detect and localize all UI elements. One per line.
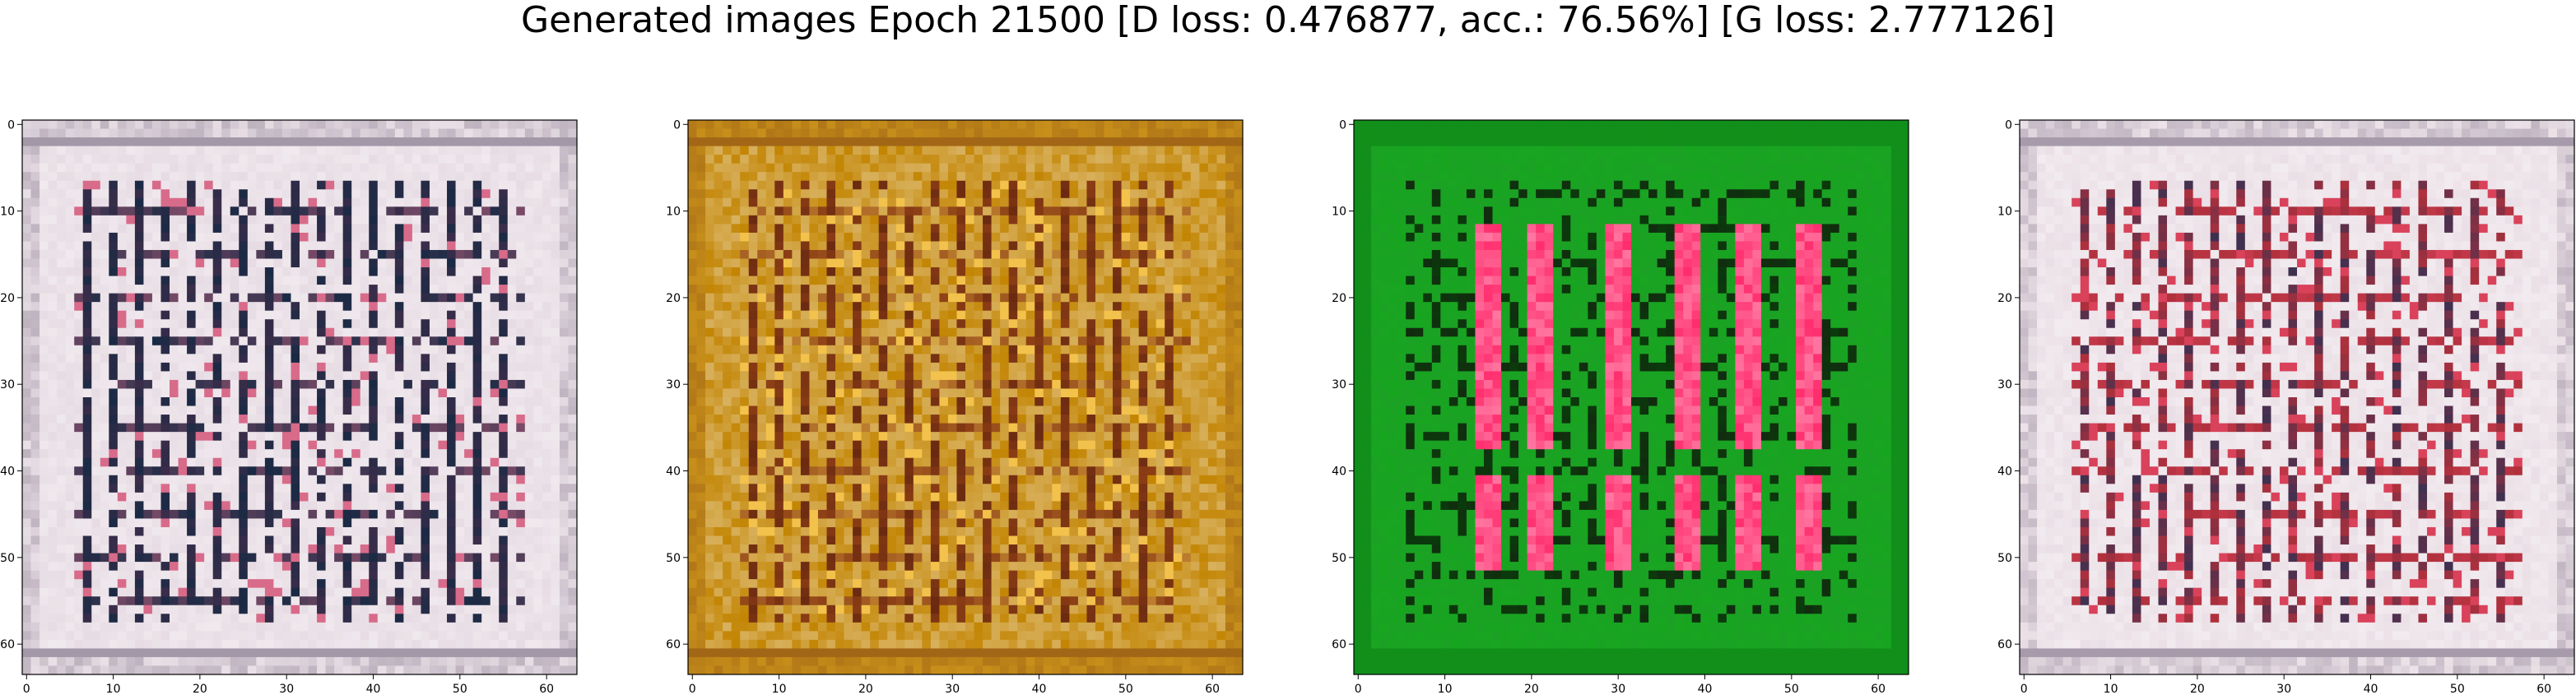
y-tick-label: 60 [1332,638,1346,651]
image-pixels [22,120,578,675]
y-tick-label: 40 [1997,466,2012,479]
y-tick-label: 20 [666,292,681,305]
axes-frame [21,119,578,675]
y-tick-label: 30 [1332,378,1346,392]
y-tick-label: 30 [1997,378,2012,392]
axes-frame [687,119,1244,675]
y-tick-label: 40 [0,466,15,479]
axes-frame [1353,119,1909,675]
x-tick-label: 20 [858,683,873,695]
x-tick-label: 50 [453,683,467,695]
y-tick-label: 10 [0,206,15,219]
x-tick-label: 0 [1355,683,1362,695]
x-tick-label: 50 [1784,683,1799,695]
x-tick-label: 0 [2020,683,2028,695]
x-tick-label: 40 [1698,683,1713,695]
x-tick-label: 30 [1611,683,1625,695]
y-tick-label: 0 [673,118,681,132]
x-tick-label: 40 [1032,683,1047,695]
x-tick-label: 10 [1438,683,1453,695]
y-tick-label: 20 [1332,292,1346,305]
x-tick-label: 10 [2104,683,2118,695]
y-tick-label: 30 [666,378,681,392]
x-tick-label: 60 [539,683,554,695]
y-tick-label: 50 [1997,552,2012,565]
x-tick-label: 10 [772,683,787,695]
x-tick-label: 0 [689,683,696,695]
y-tick-label: 0 [2005,118,2012,132]
x-tick-label: 30 [945,683,960,695]
x-tick-label: 20 [1524,683,1539,695]
y-tick-label: 50 [666,552,681,565]
image-panel-4: 0 10 20 30 40 50 60 0 10 20 30 40 50 60 [1997,118,2575,695]
x-tick-label: 20 [2190,683,2205,695]
y-tick-label: 0 [1339,118,1346,132]
x-tick-label: 0 [23,683,30,695]
x-tick-label: 40 [2364,683,2378,695]
image-pixels [688,120,1244,675]
figure-title: Generated images Epoch 21500 [D loss: 0.… [520,0,2056,41]
image-panel-2: 0 10 20 30 40 50 60 0 10 20 30 40 50 60 [666,118,1244,695]
x-tick-label: 60 [1205,683,1220,695]
image-pixels [2020,120,2575,675]
y-tick-label: 40 [1332,466,1346,479]
axes-frame [2019,119,2575,675]
y-tick-label: 50 [0,552,15,565]
x-tick-label: 50 [2450,683,2465,695]
y-tick-label: 20 [0,292,15,305]
y-tick-label: 60 [0,638,15,651]
y-tick-label: 20 [1997,292,2012,305]
x-tick-label: 10 [106,683,121,695]
image-panel-3: 0 10 20 30 40 50 60 0 10 20 30 40 50 60 [1332,118,1909,695]
y-tick-label: 30 [0,378,15,392]
y-tick-label: 10 [666,206,681,219]
x-tick-label: 30 [2276,683,2291,695]
x-tick-label: 40 [366,683,381,695]
y-tick-label: 10 [1332,206,1346,219]
y-tick-label: 60 [1997,638,2012,651]
y-tick-label: 60 [666,638,681,651]
x-tick-label: 20 [193,683,207,695]
x-tick-label: 30 [279,683,294,695]
x-tick-label: 60 [1871,683,1886,695]
x-tick-label: 60 [2536,683,2551,695]
y-tick-label: 10 [1997,206,2012,219]
y-tick-label: 0 [7,118,15,132]
image-panel-1: 0 10 20 30 40 50 60 0 10 20 30 40 50 60 [0,118,578,695]
image-pixels [1354,120,1909,675]
x-tick-label: 50 [1118,683,1133,695]
y-tick-label: 40 [666,466,681,479]
y-tick-label: 50 [1332,552,1346,565]
